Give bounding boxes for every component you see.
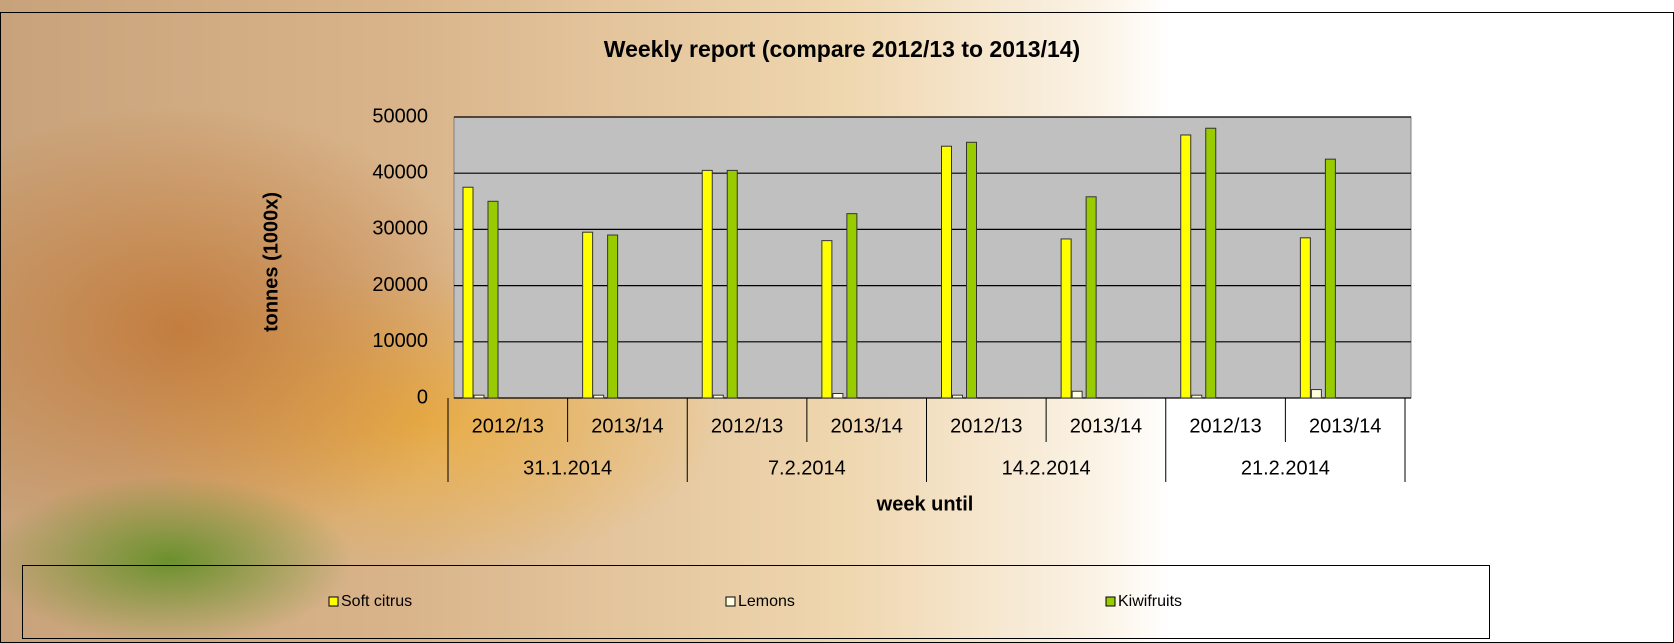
- group-label: 31.1.2014: [523, 457, 612, 479]
- bar: [1311, 390, 1321, 398]
- bar: [608, 235, 618, 398]
- group-label: 14.2.2014: [1002, 457, 1091, 479]
- bar: [1192, 395, 1202, 398]
- x-tick-label: 2013/14: [1309, 415, 1381, 437]
- bar: [1072, 391, 1082, 398]
- bar: [474, 395, 484, 398]
- chart-title: Weekly report (compare 2012/13 to 2013/1…: [604, 36, 1080, 62]
- x-tick-label: 2013/14: [831, 415, 903, 437]
- y-tick-label: 10000: [372, 330, 428, 352]
- bar: [463, 187, 473, 398]
- legend-label: Kiwifruits: [1118, 593, 1182, 610]
- legend-label: Soft citrus: [341, 593, 412, 610]
- legend-swatch: [726, 597, 735, 606]
- bar: [727, 170, 737, 398]
- page: Weekly report (compare 2012/13 to 2013/1…: [0, 0, 1674, 643]
- bar: [1061, 239, 1071, 398]
- x-tick-label: 2012/13: [472, 415, 544, 437]
- bar: [1206, 128, 1216, 398]
- y-tick-label: 20000: [372, 274, 428, 296]
- bar: [942, 146, 952, 398]
- legend-swatch: [329, 597, 338, 606]
- plot-area: [454, 117, 1411, 398]
- bar: [488, 201, 498, 398]
- bar: [833, 394, 843, 398]
- y-tick-label: 50000: [372, 105, 428, 127]
- bar: [1325, 159, 1335, 398]
- y-tick-label: 40000: [372, 161, 428, 183]
- legend-label: Lemons: [738, 593, 795, 610]
- bar: [953, 395, 963, 398]
- y-axis-title: tonnes (1000x): [260, 192, 282, 332]
- bar: [594, 395, 604, 398]
- bar: [822, 241, 832, 398]
- legend-swatch: [1106, 597, 1115, 606]
- x-tick-label: 2012/13: [1189, 415, 1261, 437]
- bar: [1181, 135, 1191, 398]
- y-tick-label: 30000: [372, 218, 428, 240]
- bar: [702, 170, 712, 398]
- group-label: 21.2.2014: [1241, 457, 1330, 479]
- bar: [1300, 238, 1310, 398]
- x-tick-label: 2012/13: [711, 415, 783, 437]
- x-tick-label: 2013/14: [591, 415, 663, 437]
- x-tick-label: 2013/14: [1070, 415, 1142, 437]
- bar: [847, 214, 857, 398]
- x-tick-label: 2012/13: [950, 415, 1022, 437]
- x-axis-title: week until: [876, 493, 974, 515]
- bar: [713, 395, 723, 398]
- bar: [583, 232, 593, 398]
- y-tick-label: 0: [417, 386, 428, 408]
- bar: [967, 142, 977, 398]
- bar: [1086, 197, 1096, 398]
- group-label: 7.2.2014: [768, 457, 846, 479]
- chart: Weekly report (compare 2012/13 to 2013/1…: [0, 0, 1674, 643]
